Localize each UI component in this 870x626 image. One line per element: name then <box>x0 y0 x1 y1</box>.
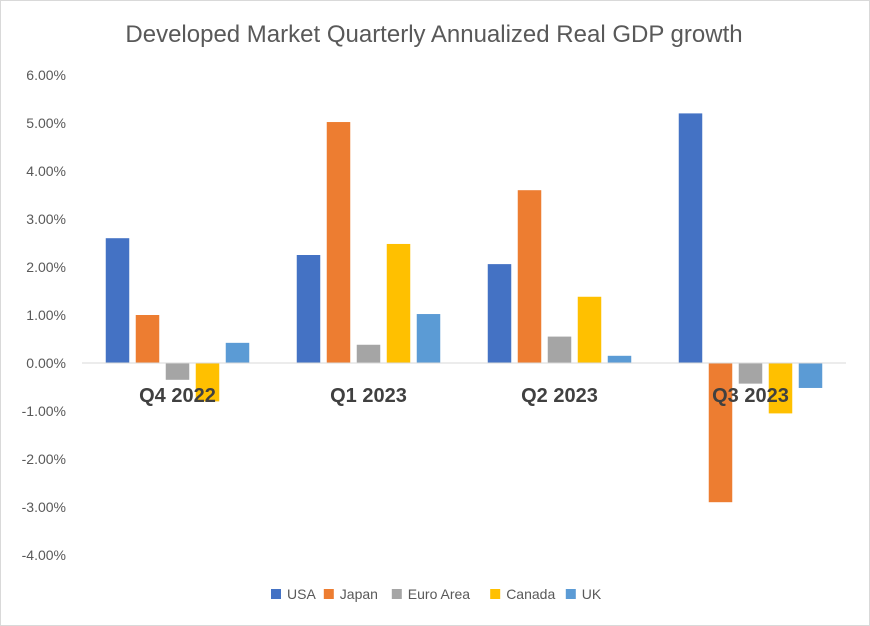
legend-label-canada: Canada <box>506 586 555 602</box>
bar-uk-q4-2022 <box>225 342 250 363</box>
legend-swatch-uk <box>565 589 576 599</box>
y-tick-label: -4.00% <box>22 547 66 563</box>
bar-uk-q1-2023 <box>416 314 441 363</box>
category-label: Q2 2023 <box>521 385 598 407</box>
y-tick-label: 6.00% <box>26 67 66 83</box>
y-tick-label: -2.00% <box>22 451 66 467</box>
bar-uk-q3-2023 <box>798 363 823 388</box>
category-label: Q3 2023 <box>712 385 789 407</box>
legend-swatch-usa <box>271 589 281 599</box>
bar-canada-q4-2022 <box>195 363 220 402</box>
y-tick-label: 3.00% <box>26 211 66 227</box>
legend-label-japan: Japan <box>340 586 378 602</box>
y-tick-label: 1.00% <box>26 307 66 323</box>
bar-usa-q2-2023 <box>487 264 512 363</box>
bar-canada-q3-2023 <box>768 363 793 414</box>
bar-japan-q4-2022 <box>135 315 160 363</box>
y-tick-label: 0.00% <box>26 355 66 371</box>
bar-usa-q1-2023 <box>296 255 321 363</box>
legend-swatch-japan <box>323 589 334 599</box>
bar-usa-q4-2022 <box>105 238 130 363</box>
category-label: Q1 2023 <box>330 385 407 407</box>
y-tick-label: 4.00% <box>26 163 66 179</box>
legend-label-uk: UK <box>582 586 602 602</box>
bar-euro-area-q1-2023 <box>356 344 381 363</box>
bar-usa-q3-2023 <box>678 113 703 364</box>
bar-uk-q2-2023 <box>607 355 632 363</box>
legend-label-euro-area: Euro Area <box>408 586 470 602</box>
legend-swatch-canada <box>490 589 501 599</box>
y-tick-label: -1.00% <box>22 403 66 419</box>
y-tick-label: 5.00% <box>26 115 66 131</box>
legend-swatch-euro-area <box>391 589 402 599</box>
y-tick-label: 2.00% <box>26 259 66 275</box>
bar-japan-q1-2023 <box>326 122 351 363</box>
y-tick-label: -3.00% <box>22 499 66 515</box>
category-labels: Q4 2022 Q1 2023 Q2 2023 Q3 2023 <box>139 385 789 407</box>
bar-euro-area-q3-2023 <box>738 363 763 384</box>
bar-japan-q3-2023 <box>708 363 733 503</box>
bar-euro-area-q4-2022 <box>165 363 190 380</box>
chart-title: Developed Market Quarterly Annualized Re… <box>125 21 742 48</box>
category-label: Q4 2022 <box>139 385 216 407</box>
bar-canada-q1-2023 <box>386 243 411 363</box>
y-axis-ticks: -4.00% -3.00% -2.00% -1.00% 0.00% 1.00% 2.00% 3… <box>22 67 66 563</box>
bar-canada-q2-2023 <box>577 296 602 363</box>
legend-label-usa: USA <box>287 586 316 602</box>
bar-marks <box>105 113 823 503</box>
bar-euro-area-q2-2023 <box>547 336 572 363</box>
bar-japan-q2-2023 <box>517 190 542 363</box>
legend: USA Japan Euro Area Canada UK <box>271 586 602 602</box>
